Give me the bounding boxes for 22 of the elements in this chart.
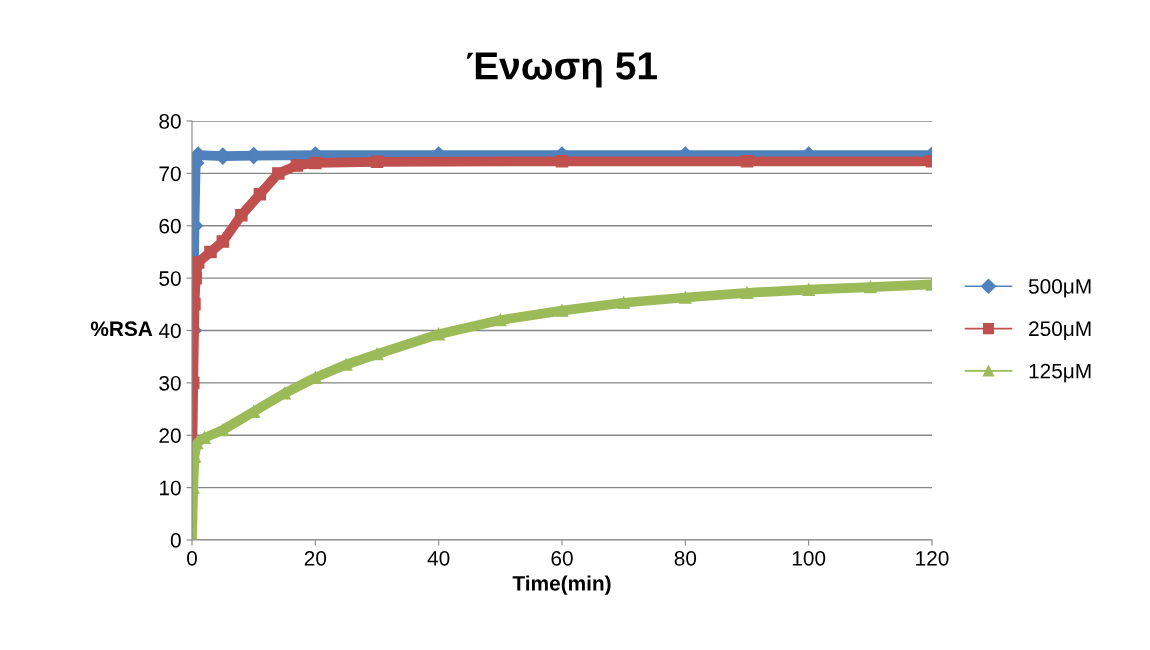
x-tick-label: 80 — [674, 550, 697, 566]
legend-label: 250μM — [1029, 321, 1091, 340]
y-tick-label: 40 — [158, 323, 181, 339]
y-tick-label: 20 — [159, 428, 181, 443]
y-tick-label: 50 — [159, 271, 181, 286]
legend-label: 500μM — [1028, 279, 1091, 298]
y-tick-label: 60 — [159, 218, 181, 234]
x-tick-label: 40 — [427, 550, 450, 566]
x-tick-label: 60 — [551, 550, 573, 566]
y-axis-title: %RSA — [90, 321, 153, 337]
y-tick-label: 0 — [170, 533, 181, 548]
x-axis-title: Time(min) — [512, 575, 611, 595]
x-tick-label: 20 — [304, 550, 327, 566]
x-tick-label: 0 — [187, 550, 197, 566]
x-tick-label: 120 — [916, 550, 949, 566]
chart-title: Ένωση 51 — [466, 52, 657, 88]
legend-label: 125μM — [1029, 363, 1091, 383]
y-tick-label: 10 — [160, 480, 181, 496]
y-tick-label: 70 — [159, 166, 181, 182]
y-tick-label: 30 — [159, 375, 181, 391]
y-tick-label: 80 — [159, 114, 181, 129]
x-tick-label: 100 — [792, 550, 826, 566]
